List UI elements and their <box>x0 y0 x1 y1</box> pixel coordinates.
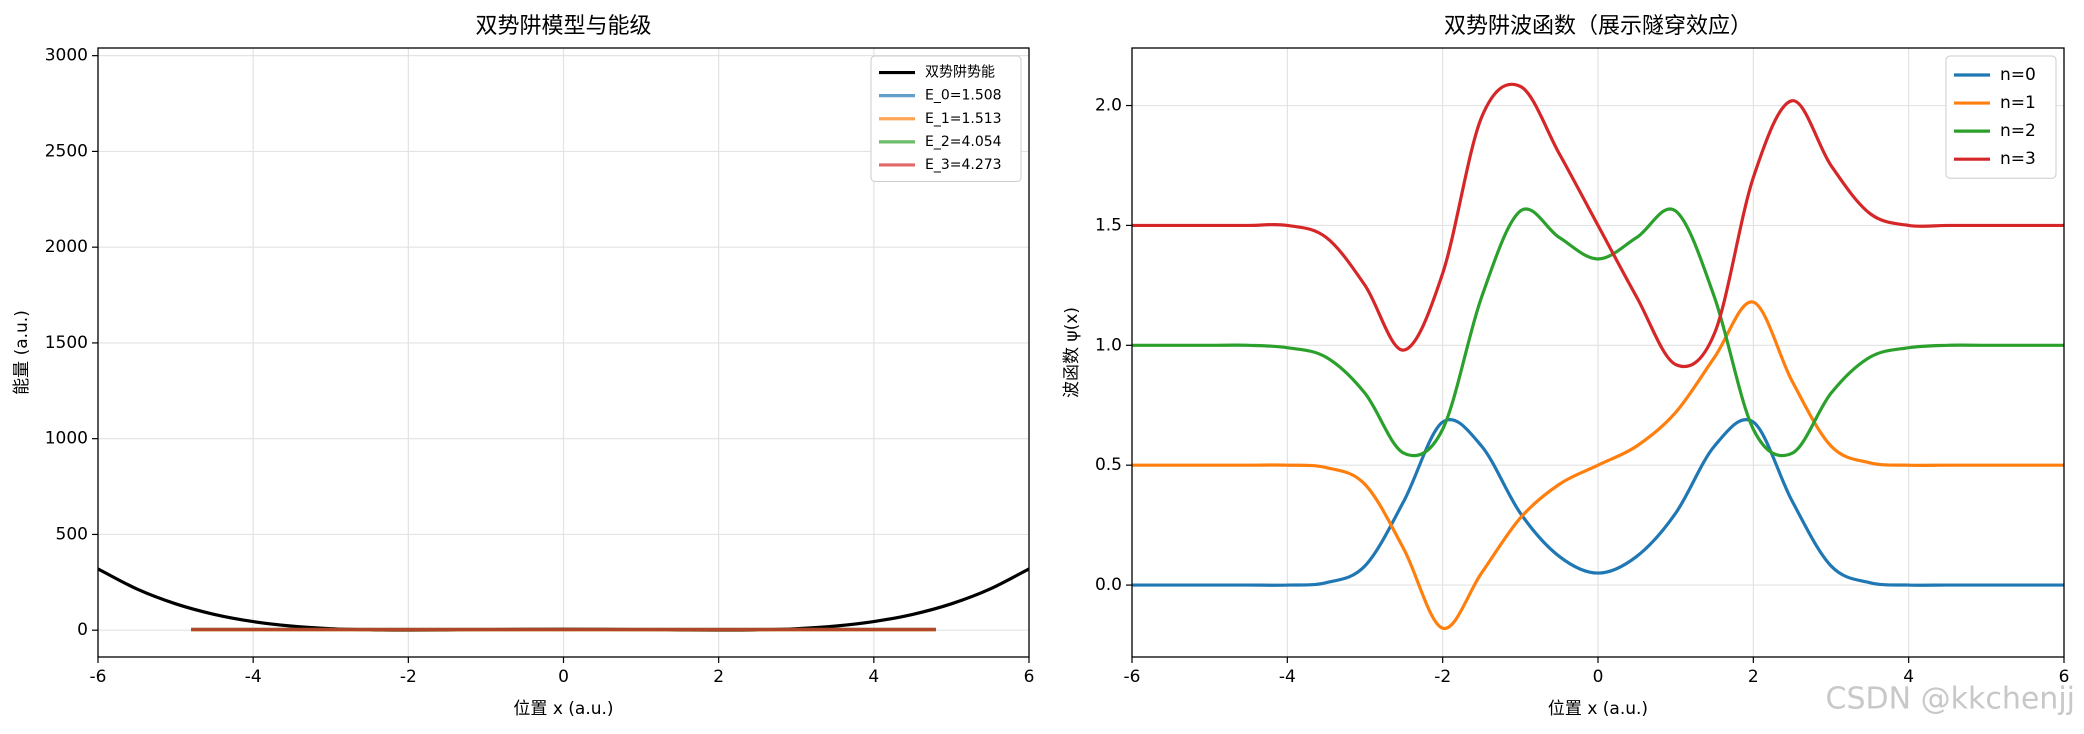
legend-label: 双势阱势能 <box>925 65 995 81</box>
watermark: CSDN @kkchenjj <box>1826 682 2075 717</box>
chart-title: 双势阱模型与能级 <box>475 14 651 39</box>
y-tick-label: 1.0 <box>1095 335 1122 355</box>
y-tick-label: 2500 <box>45 141 88 161</box>
legend-box <box>1945 55 2057 179</box>
legend-label: n=0 <box>2000 65 2036 85</box>
series-line <box>1132 82 2064 369</box>
y-tick-label: 3000 <box>45 46 88 66</box>
legend-label: n=3 <box>2000 149 2036 169</box>
x-tick-label: 0 <box>558 667 569 687</box>
x-tick-label: -4 <box>245 667 262 687</box>
legend-box <box>870 55 1022 182</box>
series-line <box>1132 300 2064 630</box>
y-axis-label: 能量 (a.u.) <box>12 310 32 395</box>
legend-label: E_3=4.273 <box>925 157 1002 173</box>
y-tick-label: 2000 <box>45 237 88 257</box>
legend-label: E_0=1.508 <box>925 88 1002 104</box>
x-tick-label: -2 <box>1434 667 1451 687</box>
y-tick-label: 0 <box>77 620 88 640</box>
x-tick-label: 6 <box>2059 667 2070 687</box>
plot-frame <box>1131 47 2065 658</box>
series-line <box>1132 418 2064 587</box>
legend-label: n=2 <box>2000 121 2036 141</box>
x-axis-label: 位置 x (a.u.) <box>513 699 613 719</box>
plot-frame <box>97 47 1030 658</box>
x-tick-label: 6 <box>1024 667 1035 687</box>
chart-title: 双势阱波函数（展示隧穿效应） <box>1444 14 1752 39</box>
y-tick-label: 2.0 <box>1095 96 1122 116</box>
series-line <box>1132 207 2064 458</box>
x-tick-label: -6 <box>1124 667 1141 687</box>
legend-label: E_2=4.054 <box>925 134 1002 150</box>
legend-label: E_1=1.513 <box>925 111 1002 127</box>
x-tick-label: 2 <box>1748 667 1759 687</box>
y-tick-label: 500 <box>56 524 88 544</box>
x-tick-label: 4 <box>868 667 879 687</box>
x-tick-label: 0 <box>1593 667 1604 687</box>
y-tick-label: 1500 <box>45 333 88 353</box>
x-axis-label: 位置 x (a.u.) <box>1548 699 1648 719</box>
x-tick-label: -6 <box>90 667 107 687</box>
x-tick-label: 2 <box>713 667 724 687</box>
y-tick-label: 0.0 <box>1095 575 1122 595</box>
x-tick-label: -2 <box>400 667 417 687</box>
legend-label: n=1 <box>2000 93 2036 113</box>
y-axis-label: 波函数 ψ(x) <box>1062 307 1082 398</box>
y-tick-label: 1.5 <box>1095 215 1122 235</box>
x-tick-label: 4 <box>1903 667 1914 687</box>
y-tick-label: 1000 <box>45 429 88 449</box>
y-tick-label: 0.5 <box>1095 455 1122 475</box>
x-tick-label: -4 <box>1279 667 1296 687</box>
